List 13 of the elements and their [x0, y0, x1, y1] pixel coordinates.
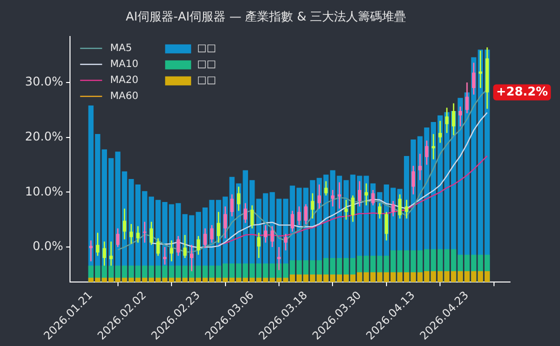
legend-label: □□ [197, 42, 216, 54]
legend-label: MA20 [110, 74, 138, 86]
y-tick-label: 30.0% [24, 74, 64, 89]
legend-label: □□ [197, 58, 216, 70]
y-tick-label: 0.0% [32, 239, 64, 254]
legend-label: □□ [197, 74, 216, 86]
legend-label: MA60 [110, 90, 138, 102]
chart-title: AI伺服器-AI伺服器 — 產業指數 & 三大法人籌碼堆疊 [126, 9, 406, 24]
legend-label: MA5 [110, 42, 132, 54]
y-tick-label: 20.0% [24, 129, 64, 144]
text: +28.2% [496, 84, 548, 98]
legend-label: MA10 [110, 58, 138, 70]
y-tick-label: 10.0% [24, 184, 64, 198]
